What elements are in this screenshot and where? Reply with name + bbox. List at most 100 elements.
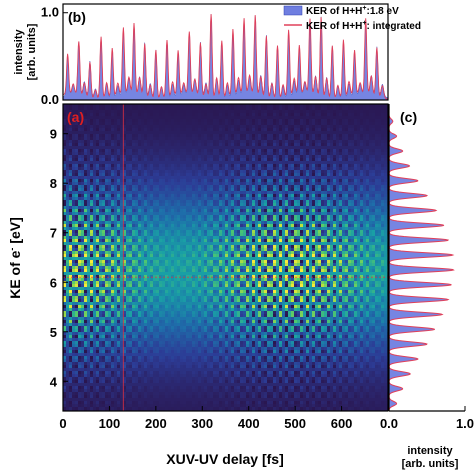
heatmap-cell	[264, 194, 268, 198]
heatmap-cell	[216, 119, 220, 123]
heatmap-cell	[327, 131, 331, 135]
heatmap-cell	[120, 158, 124, 162]
heatmap-cell	[342, 185, 346, 189]
heatmap-cell	[102, 185, 106, 189]
heatmap-cell	[147, 173, 151, 177]
heatmap-cell	[84, 215, 88, 219]
heatmap-cell	[282, 125, 286, 129]
heatmap-cell	[240, 146, 244, 150]
heatmap-cell	[105, 227, 109, 231]
heatmap-cell	[63, 125, 67, 129]
heatmap-cell	[111, 146, 115, 150]
heatmap-cell	[213, 215, 217, 219]
heatmap-cell	[381, 158, 385, 162]
heatmap-cell	[219, 239, 223, 243]
heatmap-cell	[243, 143, 247, 147]
heatmap-cell	[222, 233, 226, 237]
heatmap-cell	[264, 122, 268, 126]
heatmap-cell	[330, 197, 334, 201]
heatmap-cell	[378, 110, 382, 114]
heatmap-cell	[165, 182, 169, 186]
heatmap-cell	[183, 161, 187, 165]
heatmap-cell	[90, 212, 94, 216]
heatmap-cell	[306, 143, 310, 147]
heatmap-cell	[252, 110, 256, 114]
heatmap-cell	[117, 188, 121, 192]
heatmap-cell	[285, 131, 289, 135]
heatmap-cell	[369, 128, 373, 132]
heatmap-cell	[195, 164, 199, 168]
heatmap-cell	[366, 233, 370, 237]
heatmap-cell	[240, 161, 244, 165]
heatmap-cell	[276, 113, 280, 117]
heatmap-cell	[285, 161, 289, 165]
heatmap-cell	[156, 236, 160, 240]
heatmap-cell	[192, 176, 196, 180]
heatmap-cell	[312, 134, 316, 138]
heatmap-cell	[375, 107, 379, 111]
heatmap-cell	[87, 233, 91, 237]
heatmap-cell	[348, 170, 352, 174]
heatmap-cell	[108, 122, 112, 126]
heatmap-cell	[78, 239, 82, 243]
heatmap-cell	[198, 230, 202, 234]
heatmap-cell	[210, 158, 214, 162]
heatmap-cell	[156, 191, 160, 195]
heatmap-cell	[156, 167, 160, 171]
heatmap-cell	[78, 110, 82, 114]
heatmap-cell	[219, 233, 223, 237]
heatmap-cell	[294, 125, 298, 129]
heatmap-cell	[363, 221, 367, 225]
heatmap-cell	[183, 125, 187, 129]
heatmap-cell	[363, 197, 367, 201]
heatmap-cell	[237, 188, 241, 192]
heatmap-cell	[354, 152, 358, 156]
heatmap-cell	[144, 134, 148, 138]
panel-b-ylabel-unit: [arb. units]	[26, 23, 38, 80]
heatmap-cell	[384, 161, 388, 165]
heatmap-cell	[240, 170, 244, 174]
heatmap-cell	[372, 152, 376, 156]
heatmap-cell	[216, 134, 220, 138]
heatmap-cell	[204, 233, 208, 237]
heatmap-cell	[315, 152, 319, 156]
heatmap-cell	[342, 125, 346, 129]
heatmap-cell	[90, 152, 94, 156]
heatmap-cell	[312, 230, 316, 234]
heatmap-cell	[159, 224, 163, 228]
heatmap-cell	[138, 236, 142, 240]
heatmap-cell	[357, 182, 361, 186]
heatmap-cell	[249, 116, 253, 120]
heatmap-cell	[69, 179, 73, 183]
heatmap-cell	[171, 152, 175, 156]
heatmap-cell	[207, 125, 211, 129]
heatmap-cell	[243, 116, 247, 120]
heatmap-cell	[78, 233, 82, 237]
heatmap-cell	[339, 143, 343, 147]
heatmap-cell	[81, 182, 85, 186]
heatmap-cell	[171, 224, 175, 228]
heatmap-cell	[303, 209, 307, 213]
heatmap-cell	[321, 158, 325, 162]
heatmap-cell	[321, 155, 325, 159]
heatmap-cell	[198, 152, 202, 156]
heatmap-cell	[264, 173, 268, 177]
heatmap-cell	[285, 107, 289, 111]
heatmap-cell	[255, 125, 259, 129]
heatmap-cell	[78, 161, 82, 165]
heatmap-cell	[87, 128, 91, 132]
heatmap-cell	[162, 116, 166, 120]
heatmap-cell	[384, 119, 388, 123]
heatmap-cell	[177, 110, 181, 114]
heatmap-cell	[261, 161, 265, 165]
heatmap-cell	[351, 236, 355, 240]
heatmap-cell	[132, 176, 136, 180]
heatmap-cell	[171, 155, 175, 159]
heatmap-cell	[225, 209, 229, 213]
heatmap-cell	[375, 143, 379, 147]
heatmap-cell	[261, 173, 265, 177]
heatmap-cell	[87, 239, 91, 243]
heatmap-cell	[282, 107, 286, 111]
heatmap-cell	[267, 128, 271, 132]
heatmap-cell	[279, 212, 283, 216]
